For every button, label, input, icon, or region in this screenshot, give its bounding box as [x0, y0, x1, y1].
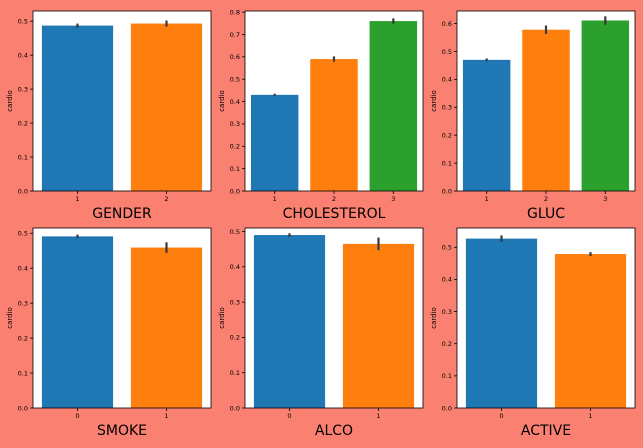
chart-panel-alco: 0 1 0.0 0.1 0.2 0.3 0.4 0.5 cardio ALCO — [218, 227, 424, 439]
y-tick-label: 0.4 — [442, 276, 452, 284]
y-tick-label: 0.1 — [230, 165, 240, 173]
x-tick-label: 1 — [376, 412, 380, 420]
y-tick-label: 0.1 — [18, 369, 28, 377]
bar-smoke-0 — [41, 236, 114, 408]
y-axis-label: cardio — [6, 90, 14, 112]
y-tick-label: 0.5 — [18, 17, 28, 25]
y-tick-label: 0.5 — [442, 244, 452, 252]
x-tick-label: 0 — [499, 412, 503, 420]
y-tick-label: 0.1 — [230, 369, 240, 377]
y-tick-label: 0.5 — [230, 75, 240, 83]
axes-frame — [456, 227, 636, 409]
bar-gluc-2 — [522, 29, 570, 191]
x-tick-label: 3 — [603, 195, 607, 203]
y-tick-label: 0.7 — [230, 31, 240, 39]
x-axis-label: GENDER — [92, 206, 152, 222]
y-tick-label: 0.2 — [18, 334, 28, 342]
y-tick-label: 0.3 — [18, 299, 28, 307]
x-tick-label: 1 — [588, 412, 592, 420]
x-axis-label: SMOKE — [97, 423, 147, 439]
y-tick-label: 0.2 — [442, 340, 452, 348]
y-tick-label: 0.0 — [18, 404, 28, 412]
bar-gender-1 — [41, 25, 114, 191]
x-tick-label: 1 — [164, 412, 168, 420]
y-tick-label: 0.3 — [442, 104, 452, 112]
y-tick-label: 0.0 — [230, 187, 240, 195]
y-tick-label: 0.2 — [18, 119, 28, 127]
x-axis-label: ALCO — [315, 423, 353, 439]
y-tick-label: 0.1 — [442, 372, 452, 380]
axes-frame — [244, 10, 424, 192]
y-tick-label: 0.1 — [442, 159, 452, 167]
x-axis-label: CHOLESTEROL — [283, 206, 386, 222]
y-tick-label: 0.4 — [442, 76, 452, 84]
y-axis-label: cardio — [430, 90, 438, 112]
chart-panel-cholesterol: 1 2 3 0.0 0.1 0.2 0.3 0.4 0.5 0.6 0.7 0.8 cardio CHOL… — [218, 8, 424, 222]
y-tick-label: 0.5 — [18, 230, 28, 238]
chart-panel-gluc: 1 2 3 0.0 0.1 0.2 0.3 0.4 0.5 0.6 cardio GLUC — [430, 10, 636, 222]
y-tick-label: 0.0 — [442, 404, 452, 412]
x-tick-label: 0 — [75, 412, 79, 420]
bar-smoke-1 — [130, 247, 203, 408]
chart-panel-smoke: 0 1 0.0 0.1 0.2 0.3 0.4 0.5 cardio SMOKE — [6, 227, 212, 439]
y-tick-label: 0.8 — [230, 8, 240, 16]
x-tick-label: 2 — [544, 195, 548, 203]
y-tick-label: 0.4 — [18, 264, 28, 272]
chart-panel-active: 0 1 0.0 0.1 0.2 0.3 0.4 0.5 cardio ACTIVE — [430, 227, 636, 439]
chart-panel-gender: 1 2 0.0 0.1 0.2 0.3 0.4 0.5 cardio GENDER — [6, 10, 212, 222]
x-tick-label: 3 — [391, 195, 395, 203]
y-axis-label: cardio — [218, 307, 226, 329]
y-tick-label: 0.0 — [18, 187, 28, 195]
bar-alco-0 — [253, 235, 326, 408]
y-tick-label: 0.6 — [442, 20, 452, 28]
y-tick-label: 0.2 — [442, 131, 452, 139]
y-tick-label: 0.3 — [18, 85, 28, 93]
bar-gluc-1 — [462, 59, 511, 192]
bar-active-0 — [465, 238, 538, 408]
x-tick-label: 2 — [164, 195, 168, 203]
axes-frame — [32, 227, 212, 409]
bar-cholesterol-2 — [310, 59, 358, 191]
y-tick-label: 0.2 — [230, 143, 240, 151]
y-tick-label: 0.6 — [230, 53, 240, 61]
y-tick-label: 0.0 — [442, 187, 452, 195]
y-tick-label: 0.4 — [18, 51, 28, 59]
y-axis-label: cardio — [6, 307, 14, 329]
y-tick-label: 0.4 — [230, 263, 240, 271]
y-tick-label: 0.1 — [18, 153, 28, 161]
bar-active-1 — [554, 254, 627, 408]
y-tick-label: 0.4 — [230, 98, 240, 106]
y-tick-label: 0.0 — [230, 404, 240, 412]
axes-frame — [32, 10, 212, 192]
x-tick-label: 0 — [287, 412, 291, 420]
x-tick-label: 1 — [75, 195, 79, 203]
y-tick-label: 0.3 — [230, 120, 240, 128]
axes-frame — [244, 227, 424, 409]
bar-gluc-3 — [581, 20, 630, 191]
y-tick-label: 0.5 — [230, 228, 240, 236]
bar-cholesterol-3 — [369, 21, 418, 192]
bar-gender-2 — [130, 23, 203, 191]
y-tick-label: 0.3 — [442, 308, 452, 316]
y-tick-label: 0.5 — [442, 48, 452, 56]
x-axis-label: ACTIVE — [521, 423, 571, 439]
y-tick-label: 0.2 — [230, 334, 240, 342]
x-tick-label: 1 — [273, 195, 277, 203]
x-axis-label: GLUC — [527, 206, 565, 222]
bar-cholesterol-1 — [250, 94, 299, 191]
y-axis-label: cardio — [218, 90, 226, 112]
axes-frame — [456, 10, 636, 192]
x-tick-label: 2 — [332, 195, 336, 203]
y-tick-label: 0.3 — [230, 298, 240, 306]
y-axis-label: cardio — [430, 307, 438, 329]
x-tick-label: 1 — [485, 195, 489, 203]
bar-alco-1 — [342, 243, 415, 408]
